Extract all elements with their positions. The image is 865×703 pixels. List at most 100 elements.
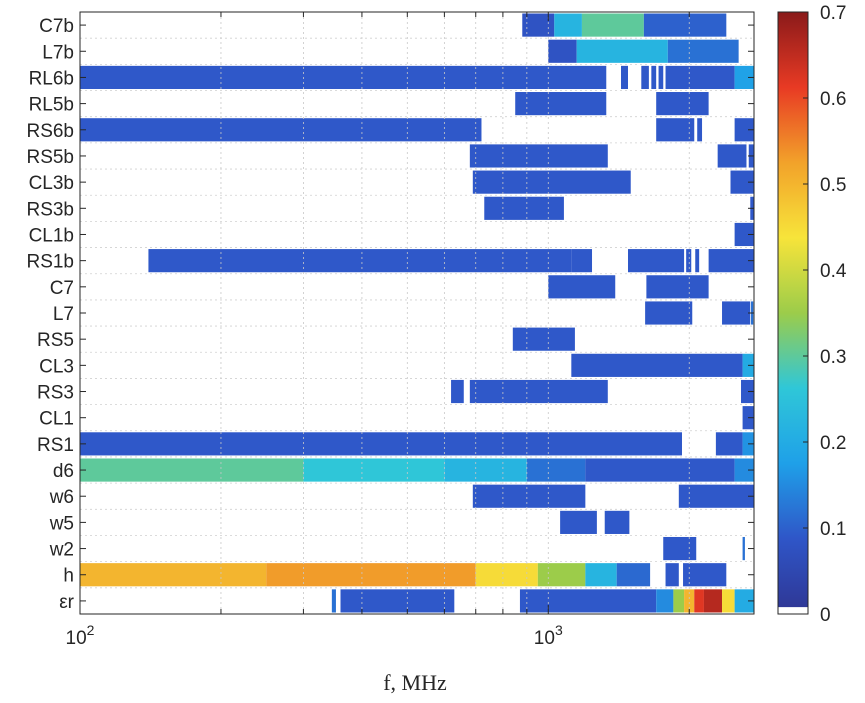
y-tick-label-16: RS1	[37, 435, 74, 456]
x-tick-label-0: 102	[66, 622, 95, 649]
y-tick-label-6: CL3b	[29, 173, 74, 194]
y-tick-label-17: d6	[53, 461, 74, 482]
colorbar-frame	[777, 11, 809, 615]
heatmap-cell-1-1	[576, 39, 668, 63]
x-axis-label: f, MHz	[383, 670, 447, 695]
heatmap-cell-11-0	[645, 301, 693, 325]
heatmap-cell-17-1	[303, 458, 445, 482]
heatmap-cell-2-5	[665, 65, 735, 90]
heatmap-cell-3-1	[656, 92, 709, 116]
y-tick-label-18: w6	[49, 487, 74, 508]
heatmap-cell-14-0	[451, 379, 464, 404]
heatmap-cell-2-3	[651, 65, 657, 90]
colorbar-tick-label-7: 0.7	[820, 3, 846, 24]
heatmap-cell-22-9	[734, 589, 754, 613]
axis-labels: C7b L7b RL6b RL5b RS6b RS5b CL3b RS3b CL1b RS1b C7…	[26, 16, 562, 649]
heatmap-cell-4-0	[80, 118, 482, 142]
heatmap-cell-10-0	[548, 275, 616, 299]
y-tick-label-1: L7b	[42, 42, 74, 63]
y-tick-label-14: RS3	[37, 383, 74, 404]
y-tick-label-15: CL1	[39, 409, 74, 430]
heatmap-cell-9-0	[148, 249, 572, 273]
heatmap-cell-9-4	[695, 249, 700, 273]
y-tick-label-19: w5	[49, 513, 74, 534]
heatmap-cell-21-1	[266, 563, 476, 587]
heatmap-cell-21-7	[683, 563, 727, 587]
heatmap-cell-0-1	[554, 13, 582, 37]
heatmap-cell-13-0	[571, 353, 743, 377]
colorbar: 0 0.1 0.2 0.3 0.4 0.5 0.6 0.7	[777, 3, 847, 626]
y-tick-label-10: C7	[50, 278, 74, 299]
heatmap-cell-22-0	[331, 589, 336, 613]
colorbar-tick-label-4: 0.4	[820, 261, 847, 282]
heatmap-cell-20-1	[742, 536, 745, 561]
y-tick-label-0: C7b	[39, 16, 74, 37]
heatmap-cell-2-1	[621, 65, 628, 90]
heatmap-cell-21-0	[80, 563, 267, 587]
heatmap-cell-12-0	[512, 327, 575, 351]
heatmap-cell-6-1	[730, 170, 754, 194]
heatmap-cell-22-8	[722, 589, 735, 613]
heatmap-cell-21-2	[475, 563, 538, 587]
y-tick-label-8: CL1b	[29, 225, 74, 246]
heatmap-cell-21-6	[665, 563, 679, 587]
heatmap-cell-1-0	[548, 39, 577, 63]
heatmap-cell-5-1	[717, 144, 747, 168]
y-tick-label-2: RL6b	[29, 68, 74, 89]
y-tick-label-21: h	[63, 566, 74, 587]
heatmap-cell-18-0	[472, 484, 586, 508]
heatmap-cell-2-0	[80, 65, 607, 90]
heatmap-cell-4-1	[656, 118, 695, 142]
colorbar-zero-band	[778, 607, 808, 614]
x-tick-label-1: 103	[534, 622, 563, 649]
heatmap-cell-16-1	[715, 432, 743, 456]
y-tick-label-22: εr	[59, 592, 74, 613]
axes	[79, 11, 755, 615]
y-tick-label-4: RS6b	[26, 121, 74, 142]
grid-lines	[80, 12, 754, 614]
colorbar-tick-label-5: 0.5	[820, 175, 846, 196]
colorbar-tick-label-2: 0.2	[820, 433, 846, 454]
heatmap-cell-2-6	[734, 65, 754, 90]
heatmap-cell-22-1	[340, 589, 455, 613]
colorbar-tick-label-6: 0.6	[820, 89, 846, 110]
heatmap-cell-17-5	[734, 458, 754, 482]
heatmap-cell-22-7	[703, 589, 723, 613]
heatmap-cell-6-0	[472, 170, 631, 194]
heatmap-cell-22-2	[519, 589, 657, 613]
y-tick-label-3: RL5b	[29, 95, 74, 116]
heatmap-cell-21-5	[616, 563, 651, 587]
heatmap-cell-9-5	[708, 249, 754, 273]
heatmap-cell-19-1	[604, 510, 630, 534]
y-tick-label-12: RS5	[37, 330, 74, 351]
colorbar-tick-label-0: 0	[820, 605, 831, 626]
heatmap-cell-3-0	[515, 92, 607, 116]
heatmap-cell-5-0	[469, 144, 608, 168]
colorbar-gradient	[778, 12, 808, 614]
heatmap-cell-10-1	[646, 275, 709, 299]
heatmap-cell-1-2	[667, 39, 739, 63]
heatmap-cell-14-2	[741, 379, 754, 404]
heatmap-cell-9-3	[686, 249, 692, 273]
heatmap-cell-4-2	[697, 118, 703, 142]
y-tick-label-20: w2	[49, 540, 74, 561]
heatmap-cell-17-3	[526, 458, 586, 482]
y-tick-label-9: RS1b	[26, 252, 74, 273]
heatmap-cell-21-4	[585, 563, 617, 587]
heatmap-cell-17-4	[585, 458, 735, 482]
heatmap-cell-22-4	[673, 589, 685, 613]
heatmap-cell-18-1	[678, 484, 754, 508]
y-tick-label-7: RS3b	[26, 199, 74, 220]
heatmap-cell-14-1	[469, 379, 608, 404]
y-tick-label-5: RS5b	[26, 147, 74, 168]
heatmap-cell-17-2	[444, 458, 527, 482]
heatmap-cell-0-0	[522, 13, 555, 37]
colorbar-tick-label-3: 0.3	[820, 347, 846, 368]
heatmap-cell-20-0	[663, 536, 697, 561]
heatmap-cell-16-0	[80, 432, 682, 456]
heatmap-cell-17-0	[80, 458, 304, 482]
heatmap-cell-0-3	[643, 13, 727, 37]
heatmap-cell-7-0	[484, 196, 564, 220]
